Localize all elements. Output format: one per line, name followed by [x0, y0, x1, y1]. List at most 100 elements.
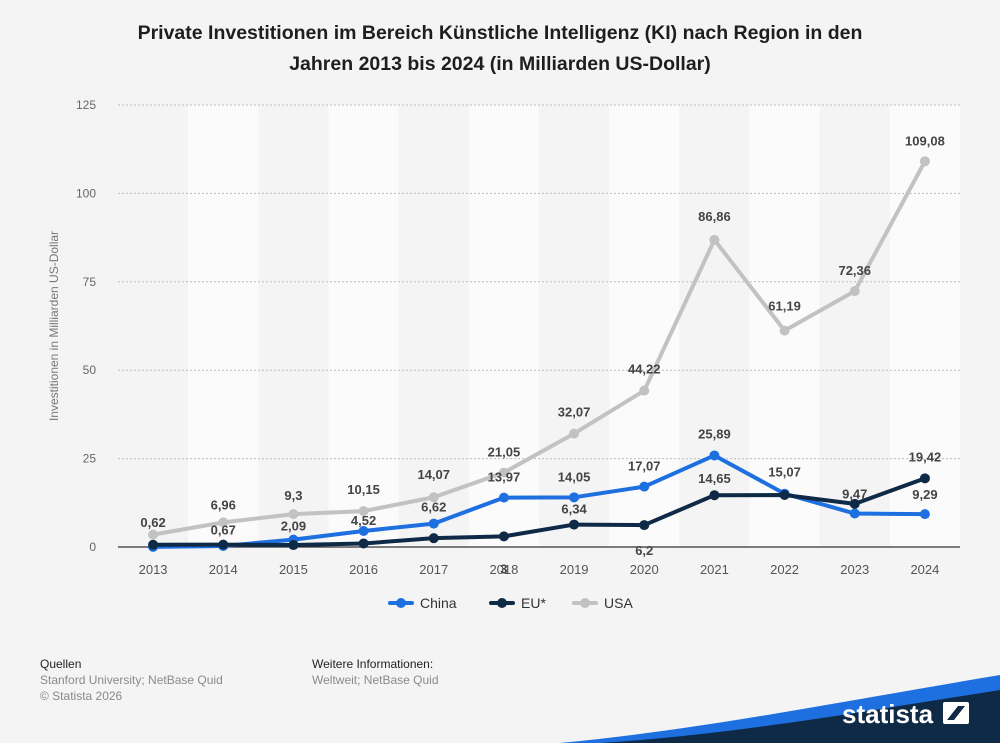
- data-point: [849, 498, 860, 509]
- legend-item-eu[interactable]: EU*: [489, 595, 546, 611]
- data-point: [639, 481, 650, 492]
- data-label: 3: [500, 561, 507, 576]
- data-point: [358, 526, 369, 537]
- data-label: 6,62: [421, 500, 446, 515]
- sources-text[interactable]: Stanford University; NetBase Quid: [40, 673, 223, 687]
- data-label: 19,42: [909, 449, 942, 464]
- data-label: 72,36: [838, 263, 871, 278]
- data-label: 6,34: [561, 502, 587, 517]
- series-line-usa: [151, 159, 927, 537]
- data-point: [498, 467, 509, 478]
- data-label: 44,22: [628, 362, 661, 377]
- legend-label: China: [420, 595, 457, 611]
- data-point: [779, 490, 790, 501]
- data-point: [849, 508, 860, 519]
- data-label: 25,89: [698, 426, 731, 441]
- data-label: 15,07: [768, 465, 801, 480]
- x-tick-label: 2015: [279, 562, 308, 577]
- data-label: 0,67: [211, 523, 236, 538]
- info-text: Weltweit; NetBase Quid: [312, 673, 439, 687]
- data-label: 6,96: [211, 497, 236, 512]
- y-tick-label: 75: [83, 275, 97, 289]
- x-tick-label: 2021: [700, 562, 729, 577]
- legend: China EU* USA: [388, 595, 633, 611]
- brand-wave: [560, 675, 1000, 743]
- data-label: 0,62: [140, 515, 165, 530]
- y-tick-label: 50: [83, 363, 97, 377]
- data-point: [288, 509, 299, 520]
- data-label: 9,47: [842, 487, 867, 502]
- series-line-eu: [151, 476, 927, 548]
- legend-label: EU*: [521, 595, 546, 611]
- data-point: [569, 492, 580, 503]
- x-tick-label: 2016: [349, 562, 378, 577]
- legend-label: USA: [604, 595, 633, 611]
- chart-title-line-2: Jahren 2013 bis 2024 (in Milliarden US-D…: [289, 53, 711, 75]
- data-label: 4,52: [351, 513, 376, 528]
- gridlines: [118, 104, 960, 548]
- sources-block: Quellen Stanford University; NetBase Qui…: [40, 656, 223, 704]
- column-band: [609, 105, 680, 547]
- y-tick-label: 0: [89, 540, 96, 554]
- data-label: 17,07: [628, 459, 661, 474]
- y-axis-label: Investitionen in Milliarden US-Dollar: [47, 231, 61, 421]
- data-point: [919, 473, 930, 484]
- data-point: [849, 286, 860, 297]
- data-point: [148, 539, 159, 550]
- data-label: 86,86: [698, 209, 731, 224]
- legend-item-usa[interactable]: USA: [572, 595, 633, 611]
- info-heading: Weitere Informationen:: [312, 657, 434, 671]
- data-label: 14,65: [698, 471, 731, 486]
- data-point: [709, 490, 720, 501]
- copyright-text: © Statista 2026: [40, 689, 123, 703]
- x-tick-label: 2024: [910, 562, 939, 577]
- data-point: [218, 539, 229, 550]
- brand-logo-text: statista: [842, 699, 934, 729]
- data-label: 6,2: [635, 543, 653, 558]
- y-tick-label: 25: [83, 452, 97, 466]
- data-point: [709, 450, 720, 461]
- data-label: 32,07: [558, 405, 591, 420]
- series-lines: [148, 156, 930, 552]
- brand-band: [600, 690, 1000, 743]
- data-point: [428, 533, 439, 544]
- data-point: [639, 520, 650, 531]
- legend-swatch-marker: [396, 598, 406, 608]
- data-label: 13,97: [488, 470, 521, 485]
- data-point: [428, 492, 439, 503]
- data-label: 109,08: [905, 133, 945, 148]
- x-tick-label: 2020: [630, 562, 659, 577]
- data-point: [569, 428, 580, 439]
- data-label: 10,15: [347, 482, 380, 497]
- data-point: [358, 538, 369, 549]
- data-label: 2,09: [281, 519, 306, 534]
- data-point: [288, 540, 299, 551]
- data-point: [498, 492, 509, 503]
- data-point: [218, 517, 229, 528]
- legend-swatch-marker: [580, 598, 590, 608]
- data-point: [148, 529, 159, 540]
- column-band: [188, 105, 259, 547]
- data-point: [919, 509, 930, 520]
- data-label: 14,05: [558, 469, 591, 484]
- info-block: Weitere Informationen: Weltweit; NetBase…: [312, 656, 439, 688]
- data-label: 9,3: [284, 488, 302, 503]
- brand-logo-icon: [943, 702, 969, 724]
- y-axis-ticks: 0 25 50 75 100 125: [76, 98, 96, 554]
- data-point: [569, 519, 580, 530]
- x-tick-label: 2017: [419, 562, 448, 577]
- data-label: 9,29: [912, 487, 937, 502]
- x-tick-label: 2013: [139, 562, 168, 577]
- x-tick-label: 2023: [840, 562, 869, 577]
- legend-swatch-marker: [497, 598, 507, 608]
- data-label: 61,19: [768, 299, 801, 314]
- y-tick-label: 125: [76, 98, 96, 112]
- chart-title-line-1: Private Investitionen im Bereich Künstli…: [137, 22, 863, 44]
- sources-heading: Quellen: [40, 657, 82, 671]
- data-point: [428, 518, 439, 529]
- legend-item-china[interactable]: China: [388, 595, 457, 611]
- y-tick-label: 100: [76, 186, 96, 200]
- x-tick-label: 2014: [209, 562, 238, 577]
- data-point: [709, 234, 720, 245]
